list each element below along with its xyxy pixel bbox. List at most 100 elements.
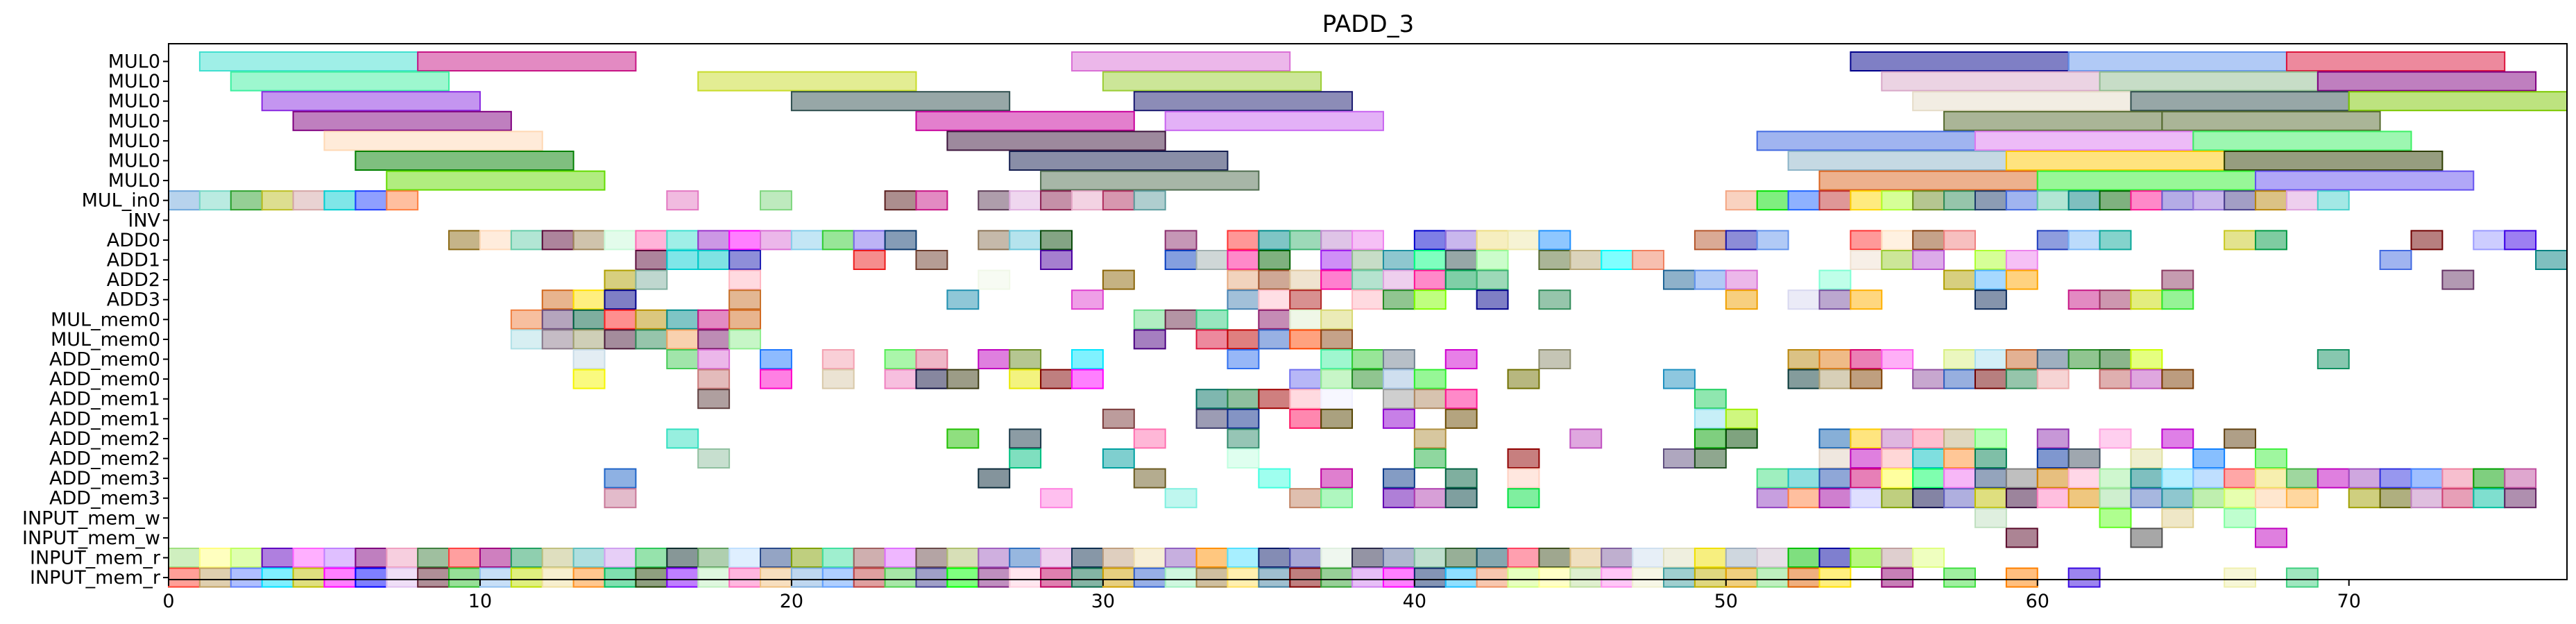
- task-bar: [261, 548, 294, 568]
- task-bar: [1258, 289, 1291, 310]
- task-bar: [1320, 389, 1354, 410]
- task-bar: [1507, 448, 1540, 469]
- task-bar: [2036, 468, 2070, 489]
- task-bar: [1756, 130, 1976, 151]
- task-bar: [1320, 309, 1354, 330]
- x-tick-label: 10: [468, 591, 492, 612]
- task-bar: [635, 269, 668, 290]
- row-label: ADD_mem0: [49, 369, 160, 390]
- task-bar: [1569, 548, 1603, 568]
- task-bar: [1912, 91, 2132, 112]
- task-bar: [697, 448, 731, 469]
- task-bar: [2161, 289, 2194, 310]
- task-bar: [1133, 91, 1354, 112]
- task-bar: [1850, 369, 1883, 389]
- task-bar: [1227, 448, 1260, 469]
- task-bar: [604, 309, 637, 330]
- task-bar: [1476, 567, 1509, 588]
- task-bar: [1974, 488, 2007, 509]
- task-bar: [198, 567, 232, 588]
- task-bar: [292, 190, 325, 211]
- task-bar: [1881, 250, 1914, 270]
- task-bar: [728, 567, 762, 588]
- task-bar: [1164, 250, 1197, 270]
- task-bar: [728, 250, 762, 270]
- task-bar: [1382, 369, 1415, 389]
- task-bar: [2504, 230, 2537, 251]
- task-bar: [1756, 190, 1789, 211]
- task-bar: [2161, 488, 2194, 509]
- task-bar: [1756, 488, 1789, 509]
- task-bar: [2130, 448, 2163, 469]
- row-label: MUL_mem0: [51, 309, 160, 330]
- task-bar: [1912, 190, 1945, 211]
- task-bar: [541, 567, 574, 588]
- task-bar: [572, 369, 606, 389]
- task-bar: [1974, 369, 2007, 389]
- task-bar: [1320, 329, 1354, 350]
- task-bar: [1258, 309, 1291, 330]
- task-bar: [1195, 389, 1229, 410]
- task-bar: [1632, 548, 1665, 568]
- task-bar: [1818, 269, 1852, 290]
- task-bar: [790, 230, 824, 251]
- x-tick-label: 60: [2026, 591, 2049, 612]
- task-bar: [1444, 349, 1478, 369]
- task-bar: [760, 567, 792, 588]
- task-bar: [2224, 567, 2257, 588]
- task-bar: [1040, 190, 1073, 211]
- task-bar: [1071, 548, 1104, 568]
- task-bar: [2441, 468, 2475, 489]
- task-bar: [1943, 567, 1976, 588]
- task-bar: [915, 548, 948, 568]
- task-bar: [1756, 548, 1789, 568]
- task-bar: [2130, 468, 2163, 489]
- task-bar: [1943, 190, 1976, 211]
- task-bar: [1320, 408, 1354, 429]
- task-bar: [1382, 250, 1415, 270]
- task-bar: [697, 329, 731, 350]
- task-bar: [1943, 230, 1976, 251]
- task-bar: [1195, 548, 1229, 568]
- task-bar: [790, 567, 824, 588]
- task-bar: [1912, 548, 1945, 568]
- x-tick-label: 30: [1091, 591, 1115, 612]
- task-bar: [1164, 309, 1197, 330]
- task-bar: [1009, 369, 1042, 389]
- task-bar: [2348, 91, 2568, 112]
- task-bar: [323, 548, 357, 568]
- task-bar: [2192, 488, 2226, 509]
- task-bar: [1009, 448, 1042, 469]
- task-bar: [1413, 448, 1447, 469]
- row-label: INV: [128, 210, 160, 231]
- task-bar: [728, 269, 762, 290]
- task-bar: [2005, 269, 2038, 290]
- task-bar: [1382, 567, 1415, 588]
- task-bar: [198, 190, 232, 211]
- task-bar: [666, 567, 699, 588]
- task-bar: [1538, 289, 1571, 310]
- task-bar: [2067, 468, 2101, 489]
- task-bar: [323, 190, 357, 211]
- task-bar: [1009, 567, 1042, 588]
- row-label: MUL0: [108, 71, 160, 92]
- task-bar: [728, 329, 762, 350]
- task-bar: [1382, 269, 1415, 290]
- plot-area-frame: [168, 43, 2568, 580]
- row-label: MUL_in0: [82, 190, 160, 212]
- task-bar: [1850, 488, 1883, 509]
- task-bar: [697, 349, 731, 369]
- task-bar: [1164, 567, 1197, 588]
- task-bar: [697, 71, 917, 92]
- row-label: ADD_mem2: [49, 428, 160, 450]
- task-bar: [2067, 488, 2101, 509]
- task-bar: [1818, 170, 2038, 191]
- task-bar: [1974, 507, 2007, 528]
- task-bar: [853, 230, 886, 251]
- task-bar: [1444, 567, 1478, 588]
- task-bar: [1943, 428, 1976, 449]
- task-bar: [697, 230, 731, 251]
- task-bar: [1912, 428, 1945, 449]
- task-bar: [1818, 548, 1852, 568]
- task-bar: [2161, 110, 2381, 131]
